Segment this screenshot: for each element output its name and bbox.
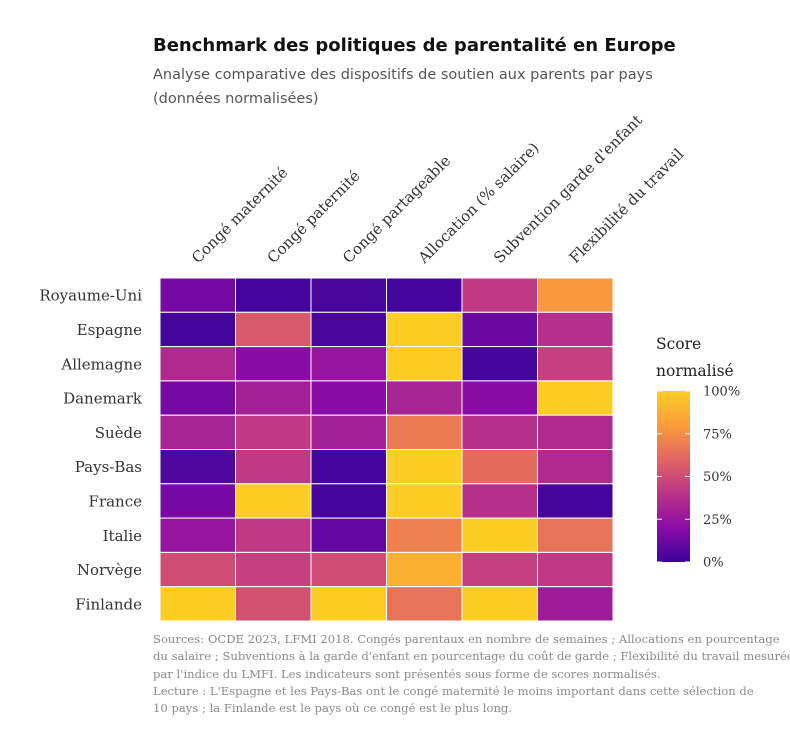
row-label: Suède [95,424,142,442]
heatmap-cell [386,380,463,416]
heatmap-cell [159,586,236,622]
heatmap-cell [310,449,387,485]
heatmap-cell [159,449,236,485]
row-label: Italie [103,527,142,545]
heatmap-cell [537,517,614,553]
heatmap-cell [310,380,387,416]
heatmap-cell [537,551,614,588]
legend-title: normalisé [656,362,734,380]
heatmap-cell [159,414,236,451]
heatmap-cell [235,586,312,622]
heatmap-cell [461,517,538,553]
row-label: Finlande [75,595,142,613]
heatmap-cell [386,346,463,382]
heatmap-cell [461,586,538,622]
source-line: du salaire ; Subventions à la garde d'en… [153,649,790,664]
heatmap-cell [159,517,236,553]
column-label: Allocation (% salaire) [414,139,543,268]
heatmap-cell [537,277,614,313]
legend-title: Score [656,335,701,353]
heatmap-cell [537,449,614,485]
heatmap-cell [461,483,538,519]
heatmap-cell [386,449,463,485]
heatmap-chart: Royaume-Uni Espagne Allemagne Danemark Suède… [39,111,740,622]
heatmap-cell [159,551,236,588]
heatmap-cell [235,449,312,485]
row-label: Espagne [77,321,142,339]
heatmap-cell [159,346,236,382]
heatmap-cell [159,277,236,313]
heatmap-cell [537,586,614,622]
source-note: Sources: OCDE 2023, LFMI 2018. Congés pa… [153,631,790,717]
heatmap-cell [537,414,614,451]
legend-tick-label: 75% [703,427,732,442]
heatmap-cell [235,483,312,519]
heatmap-cell [537,483,614,519]
source-line: 10 pays ; la Finlande est le pays où ce … [153,701,513,716]
heatmap-cell [235,346,312,382]
legend-tick-label: 100% [703,385,740,400]
subtitle-line: (données normalisées) [153,91,319,107]
heatmap-cell [310,551,387,588]
heatmap-cell [461,346,538,382]
heatmap-cell [235,277,312,313]
heatmap-cell [235,551,312,588]
heatmap-cell [461,449,538,485]
heatmap-cell [386,483,463,519]
row-label: Allemagne [60,355,142,373]
chart-title: Benchmark des politiques de parentalité … [153,35,676,56]
heatmap-cell [386,586,463,622]
heatmap-cell [461,380,538,416]
heatmap-cell [310,414,387,451]
heatmap-cell [461,311,538,348]
source-line: par l'indice du LMFI. Les indicateurs so… [153,666,661,681]
heatmap-cell [235,414,312,451]
subtitle-line: Analyse comparative des dispositifs de s… [153,67,653,83]
heatmap-cell [537,311,614,348]
row-label: France [89,492,143,510]
heatmap-cell [235,517,312,553]
legend-tick-label: 50% [703,470,732,485]
heatmap-cell [159,311,236,348]
row-label: Pays-Bas [75,458,142,476]
heatmap-cell [537,380,614,416]
heatmap-cell [310,586,387,622]
heatmap-cell [386,414,463,451]
column-label: Subvention garde d'enfant [490,111,646,267]
heatmap-cell [537,346,614,382]
row-label: Norvège [77,561,142,579]
heatmap-cell [235,311,312,348]
heatmap-cell [159,380,236,416]
row-label: Danemark [63,390,143,408]
source-line: Lecture : L'Espagne et les Pays-Bas ont … [153,683,754,698]
heatmap-cell [310,483,387,519]
chart-subtitle: Analyse comparative des dispositifs de s… [153,63,713,111]
heatmap-cell [461,414,538,451]
heatmap-cell [386,311,463,348]
heatmap-cell [310,346,387,382]
legend-tick-label: 25% [703,513,732,528]
row-label: Royaume-Uni [39,287,142,305]
heatmap-cell [235,380,312,416]
source-line: Sources: OCDE 2023, LFMI 2018. Congés pa… [153,632,780,646]
heatmap-cell [386,551,463,588]
heatmap-cell [386,517,463,553]
heatmap-cell [386,277,463,313]
heatmap-cell [461,551,538,588]
heatmap-cell [310,277,387,313]
heatmap-cell [310,517,387,553]
legend-tick-label: 0% [703,556,724,571]
heatmap-cell [310,311,387,348]
legend-colorbar [657,391,690,562]
heatmap-cell [159,483,236,519]
heatmap-cell [461,277,538,313]
